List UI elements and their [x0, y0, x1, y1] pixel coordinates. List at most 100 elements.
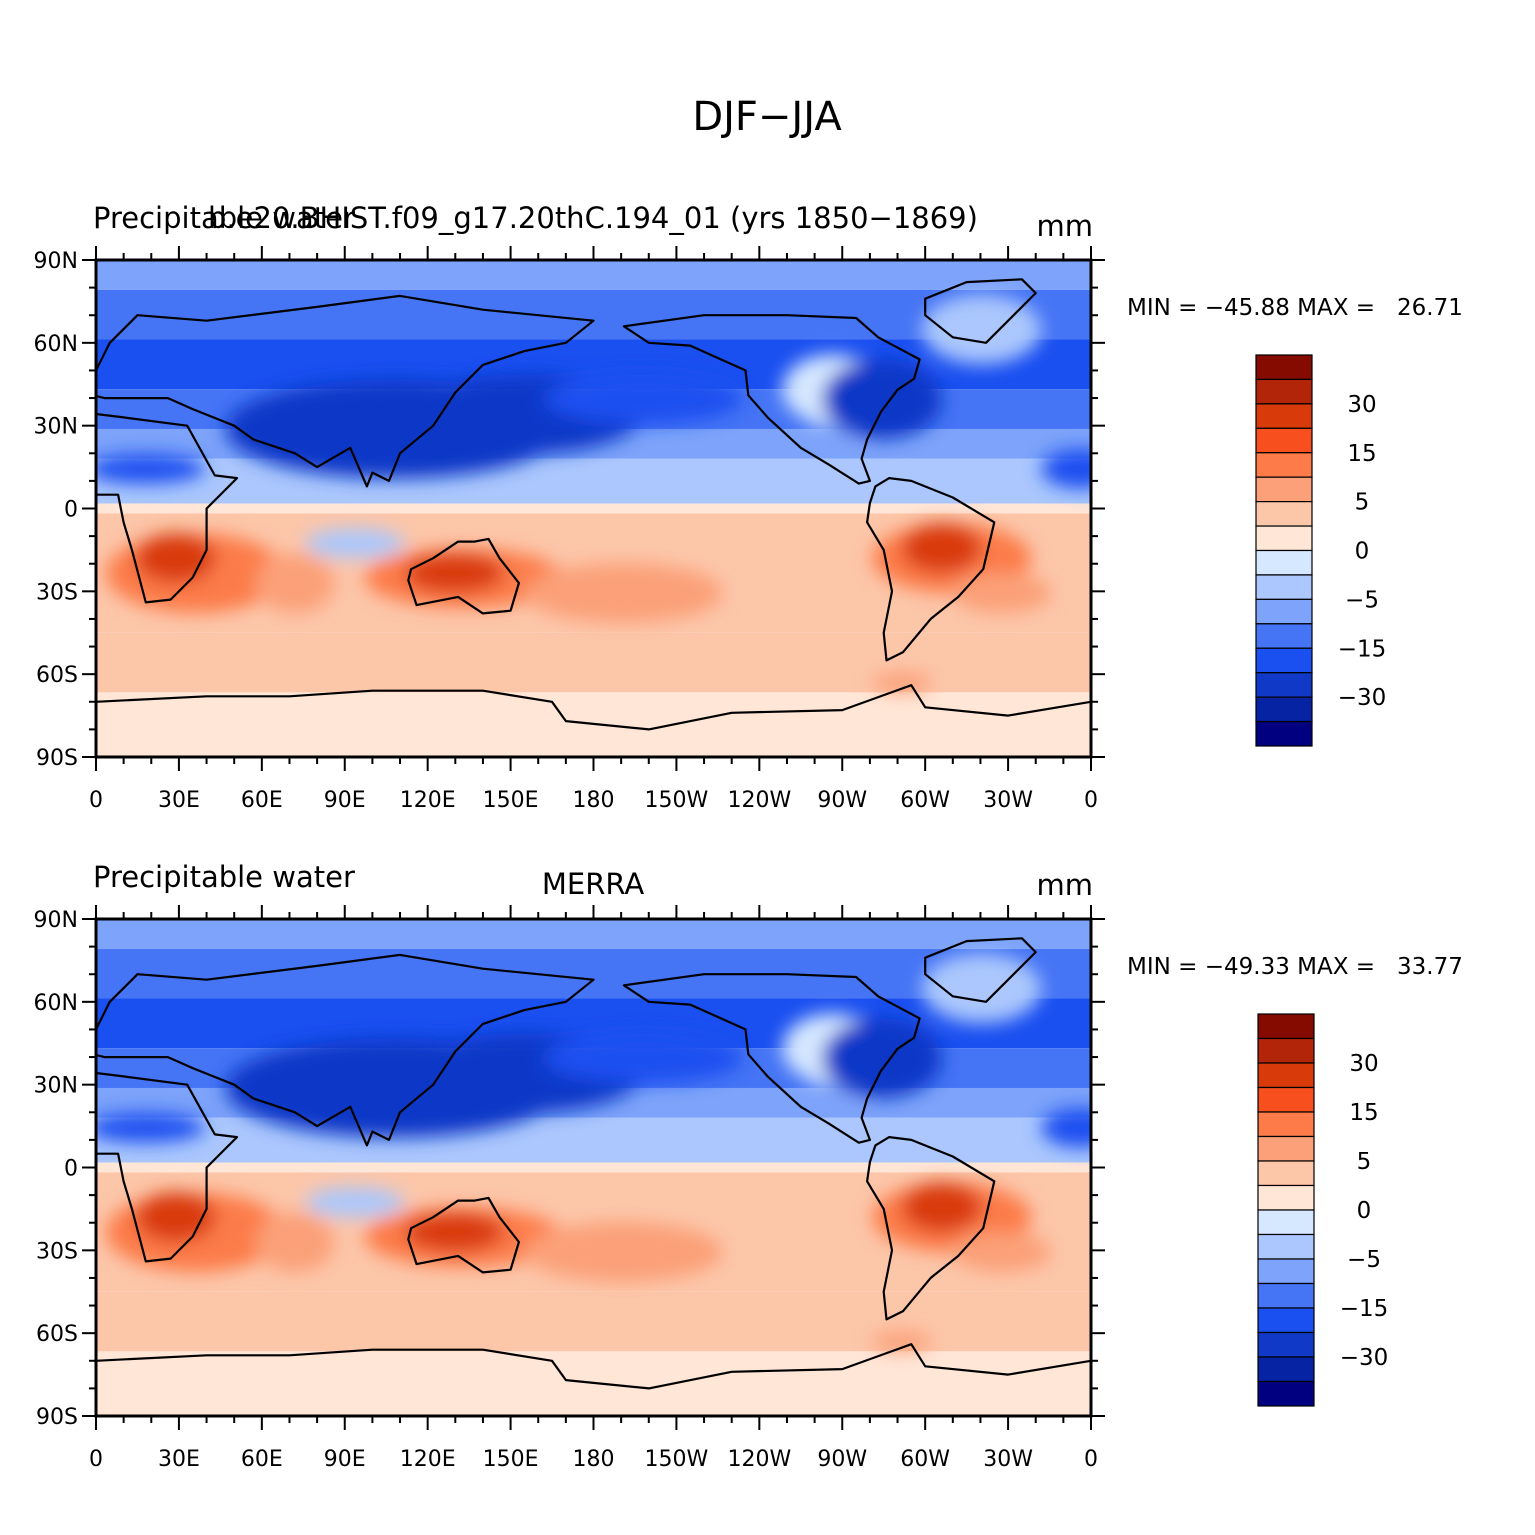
- lat-label: 60N: [34, 332, 78, 357]
- map-feature-7: [921, 953, 1042, 1024]
- colorbar-box: [1257, 1062, 1315, 1089]
- map-feature-19: [255, 1212, 335, 1272]
- lon-label: 150W: [645, 788, 709, 813]
- map-band-6: [96, 1117, 1091, 1163]
- africa-coast: [96, 412, 239, 604]
- colorbar-box: [1255, 501, 1313, 527]
- panel-2-center-title: MERRA: [542, 867, 644, 901]
- colorbar-box: [1255, 647, 1313, 674]
- map-feature-8: [96, 1112, 206, 1143]
- map-band-1: [96, 260, 1091, 290]
- lon-label: 180: [573, 1447, 615, 1472]
- colorbar-box: [1257, 1013, 1315, 1040]
- lat-label: 60S: [36, 1322, 78, 1347]
- lat-label: 0: [64, 1157, 78, 1182]
- map-band-7: [96, 1162, 1091, 1173]
- colorbar-box: [1257, 1086, 1315, 1113]
- lon-label: 0: [89, 788, 103, 813]
- panel-2-coastlines: [96, 937, 1091, 1390]
- lon-label: 90W: [817, 1447, 867, 1472]
- map-band-9: [96, 1291, 1091, 1352]
- panel-2-stats: MIN = −49.33 MAX = 33.77: [1127, 954, 1463, 980]
- colorbar-box: [1255, 696, 1313, 723]
- map-feature-20: [872, 672, 932, 693]
- lat-label: 60N: [34, 991, 78, 1016]
- map-feature-17: [951, 573, 1052, 613]
- map-feature-14: [523, 563, 723, 623]
- lon-label: 150W: [645, 1447, 709, 1472]
- lon-label: 0: [89, 1447, 103, 1472]
- colorbar-box: [1257, 1258, 1315, 1285]
- map-feature-18: [304, 528, 405, 559]
- lon-label: 30E: [158, 788, 200, 813]
- south-america-coast: [866, 477, 996, 662]
- lon-label: 90W: [817, 788, 867, 813]
- australia-coast: [407, 1196, 520, 1274]
- map-feature-3: [543, 1033, 743, 1084]
- lon-label: 30W: [983, 788, 1033, 813]
- colorbar-label: 15: [1347, 441, 1376, 467]
- colorbar-label: 15: [1349, 1100, 1378, 1126]
- map-feature-19: [255, 553, 335, 613]
- map-feature-13: [404, 553, 504, 593]
- panel-1-ticks: 90N 60N 30N 0 30S 60S 90S 0 30E 60E 90E 120E 150E 180…: [34, 246, 1105, 813]
- colorbar-box: [1255, 452, 1313, 478]
- colorbar-box: [1257, 1356, 1315, 1383]
- lon-label: 120W: [727, 1447, 791, 1472]
- eurasia-coast: [96, 294, 595, 488]
- colorbar-box: [1257, 1331, 1315, 1358]
- colorbar-box: [1255, 403, 1313, 429]
- map-field-features: [96, 953, 1091, 1352]
- colorbar-box: [1255, 549, 1313, 576]
- lon-label: 60E: [241, 788, 283, 813]
- lon-label: 150E: [483, 788, 539, 813]
- colorbar-box: [1257, 1184, 1315, 1211]
- colorbar-box: [1257, 1209, 1315, 1236]
- colorbar-box: [1257, 1135, 1315, 1162]
- colorbar-label: −5: [1347, 1247, 1381, 1273]
- lon-label: 30W: [983, 1447, 1033, 1472]
- north-america-coast: [622, 973, 921, 1144]
- colorbar-label: −5: [1345, 587, 1379, 613]
- map-feature-9: [1041, 448, 1091, 489]
- lon-label: 120E: [400, 788, 456, 813]
- colorbar-box: [1255, 476, 1313, 503]
- panel-2-left-title: Precipitable water: [93, 860, 355, 894]
- panel-1: Precipitable water b.e20.BHIST.f09_g17.2…: [34, 201, 1463, 813]
- panel-1-units: mm: [1037, 209, 1094, 243]
- map-feature-6: [822, 1018, 942, 1098]
- map-feature-17: [951, 1232, 1052, 1272]
- colorbar-box: [1257, 1307, 1315, 1334]
- greenland-coast: [924, 937, 1037, 1003]
- map-feature-18: [304, 1187, 405, 1218]
- panel-2-ticks: 90N 60N 30N 0 30S 60S 90S 0 30E 60E 90E 120E 150E 180…: [34, 905, 1105, 1472]
- colorbar-label: −30: [1338, 685, 1387, 711]
- map-field-features: [96, 294, 1091, 693]
- lon-label: 0: [1084, 1447, 1098, 1472]
- map-feature-3: [543, 374, 743, 425]
- colorbar-box: [1257, 1380, 1315, 1407]
- antarctica-coast: [96, 684, 1091, 731]
- australia-coast: [407, 537, 520, 615]
- north-america-coast: [622, 314, 921, 485]
- colorbar-label: 30: [1349, 1051, 1378, 1077]
- lon-label: 90E: [324, 788, 366, 813]
- colorbar-box: [1255, 525, 1313, 552]
- lat-label: 90S: [36, 1405, 78, 1430]
- lon-label: 0: [1084, 788, 1098, 813]
- panel-1-center-title: b.e20.BHIST.f09_g17.20thC.194_01 (yrs 18…: [208, 201, 978, 235]
- lon-label: 60W: [900, 1447, 950, 1472]
- map-feature-6: [822, 359, 942, 439]
- colorbar-box: [1257, 1282, 1315, 1309]
- colorbar-label: 30: [1347, 392, 1376, 418]
- colorbar-label: −30: [1340, 1345, 1389, 1371]
- colorbar-box: [1255, 574, 1313, 600]
- colorbar-box: [1255, 598, 1313, 625]
- map-band-7: [96, 503, 1091, 514]
- map-feature-7: [921, 294, 1042, 365]
- colorbar-box: [1255, 623, 1313, 649]
- eurasia-coast: [96, 953, 595, 1147]
- colorbar-label: −15: [1338, 636, 1387, 662]
- colorbar-box: [1255, 720, 1313, 747]
